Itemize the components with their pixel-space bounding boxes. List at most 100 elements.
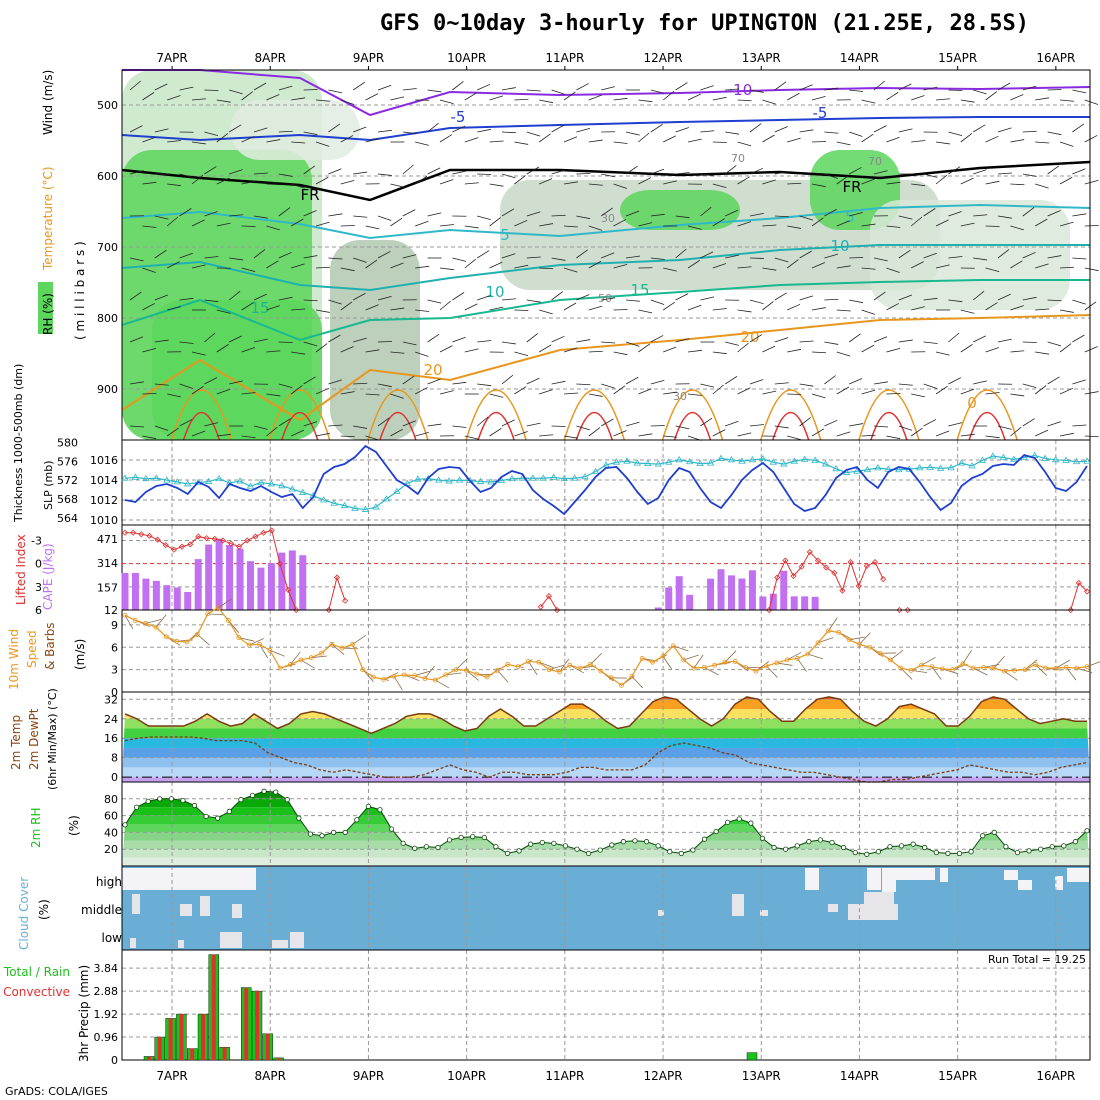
thickness-point — [278, 482, 286, 489]
wind-barb — [873, 291, 886, 301]
thickness-point — [581, 473, 589, 480]
rh-point — [238, 797, 244, 803]
wind-barb — [1059, 266, 1075, 269]
wind-barb — [390, 262, 404, 269]
thickness-tick: 576 — [57, 455, 78, 468]
thickness-point — [1010, 455, 1018, 462]
wind-barb — [861, 309, 876, 315]
rh-band — [122, 849, 1090, 858]
wind10-point — [825, 628, 831, 634]
wind-barb — [476, 250, 490, 259]
cape-bar — [152, 580, 160, 610]
wind-barb — [737, 221, 752, 227]
wind-barb — [315, 141, 330, 147]
cloud-clear — [200, 896, 210, 916]
wind-barb — [129, 336, 144, 343]
wind10-barb — [538, 661, 554, 669]
li-point — [871, 559, 879, 566]
li-point — [325, 606, 332, 614]
wind-barb — [662, 90, 675, 101]
wind-barb — [588, 139, 603, 143]
wind-barb — [811, 351, 827, 354]
temp-band — [122, 777, 1090, 782]
precip-conv-bar — [179, 1014, 184, 1060]
wind-barb — [526, 166, 540, 175]
wind-barb — [886, 136, 900, 143]
wind10-point — [463, 667, 469, 673]
wind-barb — [315, 387, 329, 395]
wind-barb — [960, 177, 974, 185]
li-point — [138, 531, 145, 538]
wind10-point — [784, 657, 790, 663]
wind-barb — [774, 81, 787, 91]
thickness-label: Thickness 1000-500mb (dm) — [12, 364, 25, 523]
wind-barb — [911, 306, 925, 311]
wind-barb — [303, 421, 318, 427]
wind10-point — [598, 668, 604, 674]
wind-barb — [799, 173, 814, 176]
wind-barb — [229, 257, 244, 261]
wind-barb — [266, 183, 281, 186]
cape-bar — [246, 561, 254, 610]
thickness-point — [759, 455, 767, 462]
wind-barb — [997, 172, 1012, 175]
wind-barb — [811, 183, 826, 188]
wind10-point — [877, 650, 883, 656]
wind-barb — [687, 225, 702, 230]
slp-line — [124, 444, 1088, 516]
cape-bar — [267, 563, 275, 610]
wind-barb — [724, 165, 737, 175]
wind10-point — [557, 669, 562, 675]
li-point — [268, 527, 275, 534]
wind-barb — [439, 390, 454, 395]
wind-barb — [973, 214, 988, 217]
surface-hot-contour — [771, 411, 810, 441]
thickness-point — [361, 505, 370, 512]
cape-bar — [654, 607, 662, 610]
rh-point — [875, 849, 881, 855]
rh-point — [354, 817, 360, 823]
rh-point — [307, 831, 314, 837]
wind-barb — [737, 266, 752, 269]
wind-barb — [625, 210, 640, 217]
wind10-point — [122, 612, 128, 618]
wind-barb — [960, 133, 973, 143]
wind-barb — [315, 99, 330, 102]
thickness-point — [748, 456, 757, 463]
wind-barb — [911, 393, 925, 398]
precip-conv-bar — [276, 1058, 281, 1060]
wind-barb — [253, 249, 266, 259]
wind10-barb — [1086, 661, 1100, 668]
wind-barb — [973, 89, 987, 95]
thickness-point — [654, 460, 662, 467]
cloud-level-high: high — [96, 875, 122, 889]
wind10-point — [981, 665, 986, 670]
wind-barb — [477, 340, 492, 343]
wind10-point — [226, 618, 231, 623]
wind-barb — [526, 333, 539, 343]
thickness-point — [476, 477, 485, 484]
surface-warm-contour — [563, 389, 626, 441]
wind-barb — [179, 383, 193, 389]
wind10-point — [1022, 667, 1028, 673]
cloud-clear — [180, 904, 192, 916]
wind-barb — [439, 134, 453, 143]
cape-bar — [665, 587, 673, 610]
rh-point — [991, 829, 997, 836]
wind-barb — [1047, 255, 1062, 259]
wind-barb — [539, 223, 554, 227]
thickness-point — [246, 482, 255, 489]
wind-barb — [588, 427, 601, 437]
cloud-clear — [828, 904, 838, 912]
wind-barb — [613, 97, 628, 101]
wind10-barb — [807, 653, 824, 660]
wind-barb — [948, 377, 962, 385]
rh-band — [122, 798, 1090, 808]
thickness-point — [142, 474, 150, 482]
wind-barb — [204, 166, 217, 175]
wind-barb — [1047, 165, 1060, 175]
wind-barb — [489, 306, 504, 311]
wind-barb — [997, 215, 1012, 219]
wind-barb — [1022, 251, 1036, 259]
wind10-barb — [817, 637, 834, 644]
